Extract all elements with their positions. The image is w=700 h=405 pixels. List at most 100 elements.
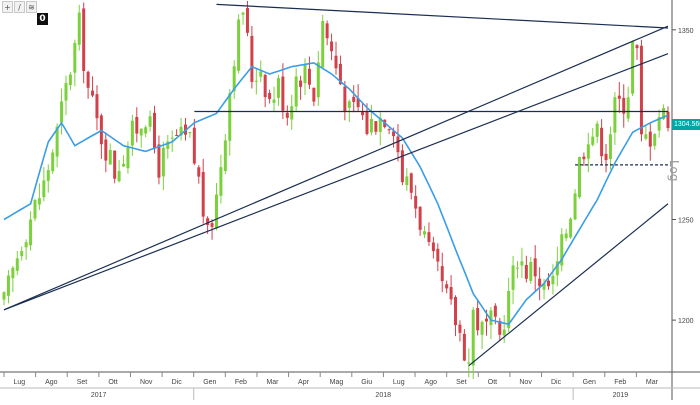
candle-body bbox=[485, 318, 489, 322]
log-scale-label[interactable]: Log bbox=[667, 160, 681, 182]
x-tick-label: Mar bbox=[646, 379, 659, 386]
candle-body bbox=[330, 41, 334, 52]
candle-body bbox=[445, 284, 449, 289]
candle-body bbox=[175, 134, 179, 136]
candle-body bbox=[449, 287, 453, 300]
candle-body bbox=[653, 134, 657, 146]
candle-body bbox=[259, 71, 263, 77]
candle-body bbox=[361, 111, 365, 116]
candle-body bbox=[33, 199, 37, 219]
candle-body bbox=[343, 86, 347, 112]
candle-body bbox=[427, 232, 431, 242]
candle-body bbox=[657, 116, 661, 131]
candle-body bbox=[498, 320, 502, 335]
candle-body bbox=[91, 90, 95, 96]
candle-body bbox=[157, 144, 161, 178]
candle-body bbox=[569, 218, 573, 238]
candle-body bbox=[454, 297, 458, 326]
candle-body bbox=[352, 96, 356, 102]
candle-body bbox=[338, 63, 342, 85]
settings-button[interactable]: ≋ bbox=[26, 1, 37, 13]
candle-body bbox=[37, 198, 41, 205]
x-tick-label: Ott bbox=[108, 379, 117, 386]
candle-body bbox=[387, 129, 391, 131]
candle-body bbox=[600, 127, 604, 157]
candle-body bbox=[214, 194, 218, 229]
candle-body bbox=[11, 267, 15, 279]
candle-body bbox=[263, 74, 267, 98]
candle-body bbox=[126, 147, 130, 169]
candle-body bbox=[144, 127, 148, 134]
x-tick-label: Gen bbox=[203, 379, 216, 386]
candle-body bbox=[378, 117, 382, 132]
year-label: 2018 bbox=[375, 392, 391, 399]
x-tick-label: Ago bbox=[425, 379, 438, 386]
candle-body bbox=[529, 261, 533, 281]
x-tick-label: Feb bbox=[614, 379, 626, 386]
candle-body bbox=[55, 126, 59, 157]
x-tick-label: Feb bbox=[235, 379, 247, 386]
candle-body bbox=[166, 141, 170, 149]
candle-body bbox=[467, 362, 471, 364]
chart-toolbar: + / ≋ bbox=[2, 1, 37, 13]
candle-body bbox=[68, 74, 72, 86]
candle-body bbox=[135, 116, 139, 134]
candle-body bbox=[392, 131, 396, 137]
candle-body bbox=[95, 94, 99, 119]
candle-body bbox=[374, 121, 378, 132]
y-tick-label: 1250 bbox=[678, 217, 694, 224]
candle-body bbox=[228, 93, 232, 141]
annotation-counter-badge: 0 bbox=[37, 13, 48, 25]
trendline bbox=[3, 25, 669, 311]
year-label: 2019 bbox=[613, 392, 629, 399]
last-price-label: 1304.5601 bbox=[672, 119, 700, 130]
candle-body bbox=[6, 275, 10, 296]
x-tick-label: Gen bbox=[583, 379, 596, 386]
candle-body bbox=[396, 136, 400, 153]
x-tick-label: Set bbox=[77, 379, 88, 386]
crosshair-tool-button[interactable]: + bbox=[2, 1, 13, 13]
draw-tool-button[interactable]: / bbox=[14, 1, 25, 13]
candle-body bbox=[104, 139, 108, 161]
candle-body bbox=[241, 12, 245, 15]
candle-body bbox=[414, 195, 418, 209]
candle-body bbox=[51, 152, 55, 172]
candle-body bbox=[153, 112, 157, 148]
candle-body bbox=[515, 267, 519, 269]
candle-body bbox=[294, 76, 298, 107]
x-tick-label: Lug bbox=[13, 379, 25, 386]
candle-body bbox=[524, 264, 528, 279]
x-tick-label: Giu bbox=[361, 379, 372, 386]
candle-body bbox=[471, 309, 475, 366]
candle-body bbox=[542, 283, 546, 290]
candle-body bbox=[538, 278, 542, 287]
candle-body bbox=[46, 170, 50, 181]
candle-body bbox=[64, 83, 68, 101]
candle-body bbox=[237, 19, 241, 71]
candle-body bbox=[20, 251, 24, 257]
candle-body bbox=[232, 66, 236, 92]
candle-body bbox=[595, 123, 599, 137]
candle-body bbox=[321, 20, 325, 68]
candle-body bbox=[325, 23, 329, 39]
candle-body bbox=[272, 99, 276, 103]
candle-body bbox=[648, 131, 652, 147]
candle-body bbox=[24, 242, 28, 248]
candle-body bbox=[626, 97, 630, 119]
candle-body bbox=[108, 149, 112, 165]
x-tick-label: Ago bbox=[45, 379, 58, 386]
candle-body bbox=[476, 308, 480, 331]
candle-body bbox=[206, 218, 210, 225]
candle-body bbox=[15, 258, 19, 271]
candle-body bbox=[347, 101, 351, 108]
candle-body bbox=[573, 193, 577, 220]
candle-body bbox=[639, 45, 643, 135]
x-tick-label: Ott bbox=[488, 379, 497, 386]
candle-body bbox=[122, 163, 126, 167]
candle-body bbox=[192, 127, 196, 164]
candle-body bbox=[431, 242, 435, 252]
candle-body bbox=[511, 265, 515, 290]
moving-average-line bbox=[3, 62, 669, 326]
